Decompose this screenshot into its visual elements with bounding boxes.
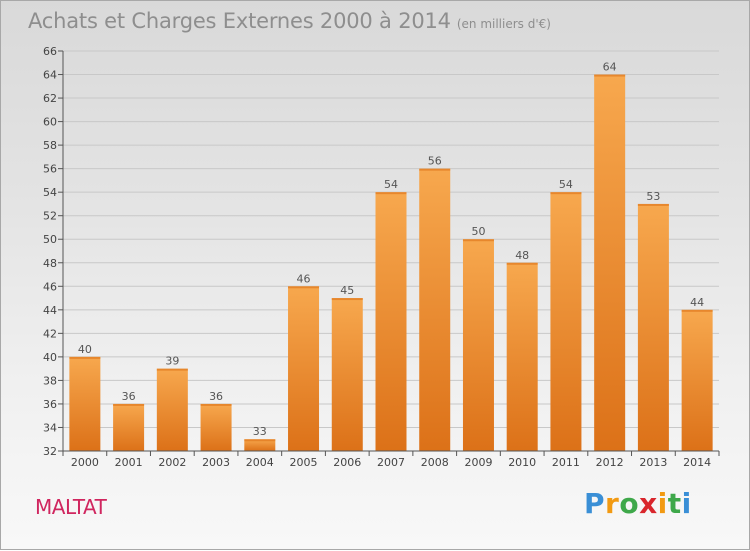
logo-letter: x bbox=[639, 487, 658, 520]
data-label-2011: 54 bbox=[559, 178, 573, 191]
bar-2001 bbox=[113, 403, 145, 451]
y-tick-label: 60 bbox=[43, 116, 57, 129]
data-label-2013: 53 bbox=[646, 190, 660, 203]
chart-subtitle: (en milliers d'€) bbox=[456, 17, 551, 31]
y-tick-label: 62 bbox=[43, 92, 57, 105]
bar-2002 bbox=[156, 368, 188, 451]
logo-letter: i bbox=[681, 487, 692, 520]
x-tick-label: 2013 bbox=[639, 456, 667, 469]
bar-top-edge bbox=[594, 74, 626, 77]
proxiti-logo: Proxiti bbox=[584, 487, 692, 520]
x-tick-label: 2014 bbox=[683, 456, 711, 469]
data-label-2014: 44 bbox=[690, 296, 704, 309]
bar-top-edge bbox=[331, 298, 363, 301]
data-label-2002: 39 bbox=[165, 355, 179, 368]
x-tick-label: 2007 bbox=[377, 456, 405, 469]
bar-2003 bbox=[200, 403, 232, 451]
x-tick-label: 2002 bbox=[158, 456, 186, 469]
data-label-2000: 40 bbox=[78, 343, 92, 356]
bar-top-edge bbox=[419, 168, 451, 171]
data-label-2004: 33 bbox=[253, 425, 267, 438]
x-tick-label: 2006 bbox=[333, 456, 361, 469]
bar-2009 bbox=[462, 239, 494, 451]
y-tick-label: 42 bbox=[43, 327, 57, 340]
data-label-2005: 46 bbox=[297, 272, 311, 285]
data-label-2012: 64 bbox=[603, 61, 617, 74]
bar-top-edge bbox=[375, 192, 407, 195]
bar-top-edge bbox=[637, 203, 669, 206]
y-tick-label: 64 bbox=[43, 69, 57, 82]
x-tick-label: 2009 bbox=[464, 456, 492, 469]
y-tick-label: 44 bbox=[43, 304, 57, 317]
y-tick-label: 36 bbox=[43, 398, 57, 411]
data-label-2003: 36 bbox=[209, 390, 223, 403]
x-tick-label: 2011 bbox=[552, 456, 580, 469]
x-axis: 2000 2001 2002 2003 2004 2005 2006 2007 2008 2009… bbox=[62, 450, 720, 469]
bar-2005 bbox=[288, 286, 320, 451]
x-tick-label: 2005 bbox=[290, 456, 318, 469]
data-label-2010: 48 bbox=[515, 249, 529, 262]
y-tick-label: 66 bbox=[43, 45, 57, 58]
x-tick-label: 2008 bbox=[421, 456, 449, 469]
y-tick-label: 34 bbox=[43, 421, 57, 434]
data-label-2006: 45 bbox=[340, 284, 354, 297]
x-tick-label: 2004 bbox=[246, 456, 274, 469]
bar-2007 bbox=[375, 192, 407, 452]
location-label: MALTAT bbox=[35, 495, 107, 519]
title-text: Achats et Charges Externes 2000 à 2014 bbox=[28, 9, 451, 33]
bar-2010 bbox=[506, 262, 538, 451]
y-tick-label: 50 bbox=[43, 233, 57, 246]
logo-letter: o bbox=[619, 487, 640, 520]
y-tick-label: 40 bbox=[43, 351, 57, 364]
x-tick-label: 2001 bbox=[115, 456, 143, 469]
x-tick-label: 2000 bbox=[71, 456, 99, 469]
bars bbox=[69, 74, 713, 452]
bar-top-edge bbox=[113, 403, 145, 406]
y-tick-label: 56 bbox=[43, 163, 57, 176]
x-tick-label: 2010 bbox=[508, 456, 536, 469]
bar-top-edge bbox=[462, 239, 494, 242]
y-tick-label: 52 bbox=[43, 210, 57, 223]
logo-letter: t bbox=[667, 487, 682, 520]
x-tick-label: 2003 bbox=[202, 456, 230, 469]
y-tick-label: 32 bbox=[43, 445, 57, 458]
y-axis: 32 34 36 38 40 42 44 46 48 50 52 54 56 58 60 62 64 66 bbox=[43, 45, 64, 458]
data-label-2007: 54 bbox=[384, 178, 398, 191]
bar-2011 bbox=[550, 192, 582, 452]
bar-top-edge bbox=[550, 192, 582, 195]
bar-top-edge bbox=[156, 368, 188, 371]
data-labels: 40 36 39 36 33 46 45 54 56 50 48 54 64 53 44 bbox=[78, 61, 704, 439]
bar-2008 bbox=[419, 168, 451, 451]
logo-letter: r bbox=[605, 487, 620, 520]
x-tick-label: 2012 bbox=[596, 456, 624, 469]
bar-2000 bbox=[69, 356, 101, 451]
bar-top-edge bbox=[69, 356, 101, 359]
data-label-2001: 36 bbox=[122, 390, 136, 403]
chart-title: Achats et Charges Externes 2000 à 2014 (e… bbox=[28, 9, 551, 33]
bar-2006 bbox=[331, 298, 363, 451]
y-tick-label: 54 bbox=[43, 186, 57, 199]
logo-letter: P bbox=[584, 487, 606, 520]
y-tick-label: 48 bbox=[43, 257, 57, 270]
y-tick-label: 38 bbox=[43, 374, 57, 387]
bar-top-edge bbox=[200, 403, 232, 406]
data-label-2008: 56 bbox=[428, 155, 442, 168]
data-label-2009: 50 bbox=[471, 225, 485, 238]
bar-2013 bbox=[637, 203, 669, 451]
bar-top-edge bbox=[681, 309, 713, 312]
bar-top-edge bbox=[288, 286, 320, 289]
y-tick-label: 46 bbox=[43, 280, 57, 293]
bar-top-edge bbox=[244, 439, 276, 442]
y-tick-label: 58 bbox=[43, 139, 57, 152]
bar-top-edge bbox=[506, 262, 538, 265]
bar-2012 bbox=[594, 74, 626, 451]
bar-2014 bbox=[681, 309, 713, 451]
bar-2004 bbox=[244, 439, 276, 451]
logo-letter: i bbox=[657, 487, 668, 520]
